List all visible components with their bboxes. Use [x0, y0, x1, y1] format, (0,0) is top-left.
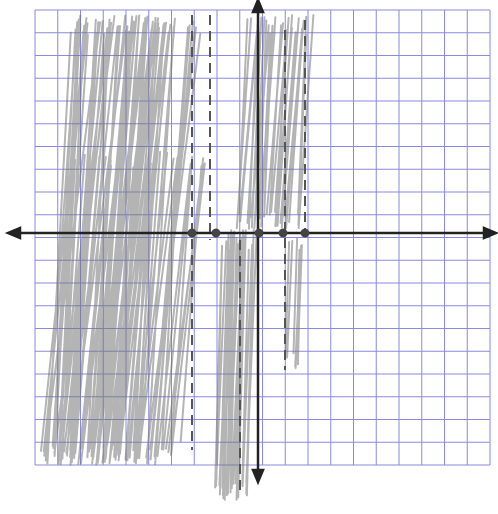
point	[279, 229, 288, 238]
point	[212, 229, 221, 238]
point	[255, 229, 264, 238]
point	[301, 229, 310, 238]
graph-paper	[0, 0, 498, 514]
point	[188, 229, 197, 238]
page: {} (() => { JSON.parse(document.getEleme…	[0, 0, 498, 514]
